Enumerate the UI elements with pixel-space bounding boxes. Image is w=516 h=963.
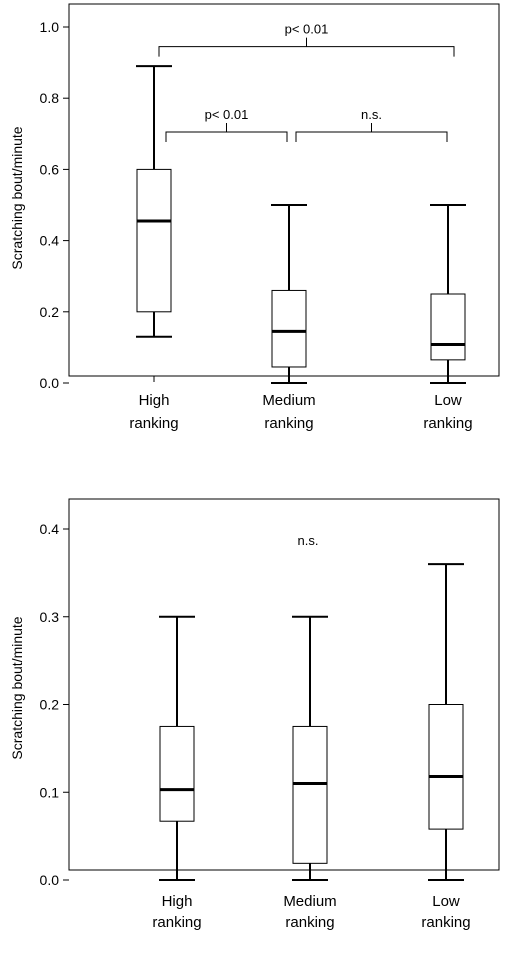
iqr-box bbox=[428, 704, 464, 830]
iqr-box bbox=[136, 168, 172, 313]
y-tick-label: 0.0 bbox=[40, 872, 60, 888]
y-axis-title: Scratching bout/minute bbox=[9, 126, 25, 269]
y-tick-label: 0.4 bbox=[40, 521, 60, 537]
significance-annotation: p< 0.01 bbox=[165, 107, 288, 143]
bracket bbox=[158, 46, 455, 57]
box-1 bbox=[159, 615, 195, 881]
iqr-box bbox=[271, 289, 307, 368]
iqr-box bbox=[430, 293, 466, 361]
category-label: Low ranking bbox=[423, 392, 472, 432]
annotation-label: p< 0.01 bbox=[205, 107, 249, 122]
y-tick-label: 0.3 bbox=[40, 609, 60, 625]
annotation-label: n.s. bbox=[298, 533, 319, 548]
iqr-box bbox=[159, 725, 195, 822]
category-label: High ranking bbox=[129, 392, 178, 432]
bracket bbox=[295, 131, 448, 143]
annotation-label: n.s. bbox=[361, 107, 382, 122]
box-3 bbox=[430, 204, 466, 384]
significance-annotation: p< 0.01 bbox=[158, 22, 455, 57]
significance-annotation: n.s. bbox=[295, 107, 448, 143]
category-label: Low ranking bbox=[421, 893, 470, 931]
box-2 bbox=[271, 204, 307, 384]
category-label: Medium ranking bbox=[262, 392, 315, 432]
bracket bbox=[165, 131, 288, 143]
y-tick-label: 0.6 bbox=[40, 161, 60, 177]
iqr-box bbox=[292, 725, 328, 864]
annotation-label: p< 0.01 bbox=[285, 22, 329, 37]
plot-frame bbox=[68, 498, 500, 871]
chart-panel-2: 0.0 0.1 0.2 0.3 0.4 Scratching bout/minute Hig… bbox=[9, 498, 500, 931]
y-tick-label: 1.0 bbox=[40, 19, 60, 35]
y-axis-title: Scratching bout/minute bbox=[9, 616, 25, 759]
y-tick-label: 0.1 bbox=[40, 784, 60, 800]
y-tick-label: 0.2 bbox=[40, 304, 60, 320]
box-3 bbox=[428, 563, 464, 881]
category-label: Medium ranking bbox=[283, 893, 336, 931]
box-1 bbox=[136, 65, 172, 338]
y-tick-label: 0.2 bbox=[40, 697, 60, 713]
plot-frame bbox=[68, 3, 500, 377]
box-2 bbox=[292, 615, 328, 881]
y-tick-label: 0.4 bbox=[40, 233, 60, 249]
category-label: High ranking bbox=[152, 893, 201, 931]
significance-annotation: n.s. bbox=[298, 533, 319, 548]
chart-panel-1: 0.0 0.2 0.4 0.6 0.8 1.0 Scratching bout/minute… bbox=[9, 3, 500, 432]
y-tick-label: 0.0 bbox=[40, 375, 60, 391]
y-tick-label: 0.8 bbox=[40, 90, 60, 106]
